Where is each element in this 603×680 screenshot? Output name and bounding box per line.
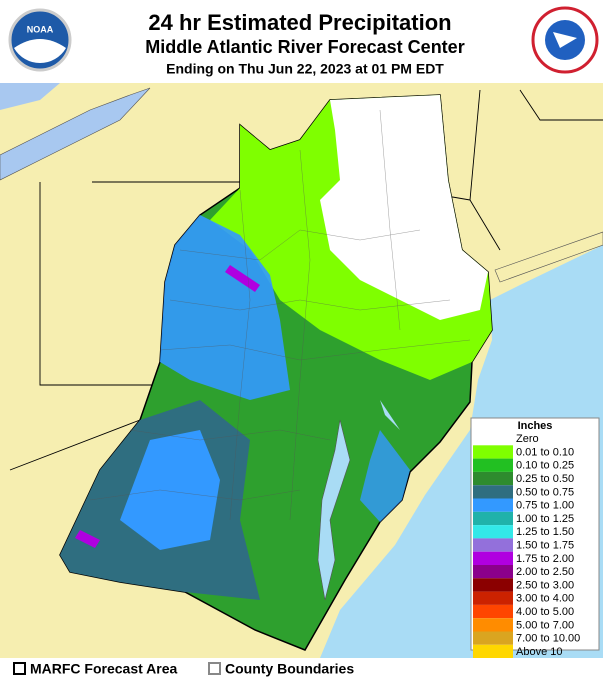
legend-swatch (473, 498, 513, 512)
legend-swatch (473, 618, 513, 632)
date-line: Ending on Thu Jun 22, 2023 at 01 PM EDT (166, 61, 444, 77)
legend-swatch (473, 604, 513, 619)
footer-item: MARFC Forecast Area (30, 661, 178, 677)
legend-label: 3.00 to 4.00 (516, 593, 574, 605)
noaa-logo-wave (14, 39, 66, 64)
blue-area (160, 215, 290, 400)
legend-swatch (473, 565, 513, 579)
chesapeake-bay (317, 419, 351, 601)
legend-label: Above 10 (516, 646, 562, 658)
legend-swatch (473, 525, 513, 539)
legend-swatch (473, 551, 513, 565)
legend-label: 2.00 to 2.50 (516, 566, 574, 578)
county-key (208, 662, 221, 675)
legend-swatch (473, 471, 513, 486)
legend-swatch (473, 445, 513, 459)
legend-label: 1.75 to 2.00 (516, 553, 574, 565)
legend-swatch (473, 578, 513, 592)
legend-label: 0.10 to 0.25 (516, 460, 574, 472)
legend-label: 0.75 to 1.00 (516, 500, 574, 512)
legend-label: Zero (516, 433, 539, 445)
delmarva-blue (360, 430, 410, 522)
legend-label: 1.25 to 1.50 (516, 526, 574, 538)
legend-label: 0.50 to 0.75 (516, 486, 574, 498)
legend-swatch (473, 485, 513, 499)
legend-label: 7.00 to 10.00 (516, 633, 580, 645)
legend-swatch (473, 511, 513, 526)
long-island (494, 231, 603, 283)
legend-label: 1.50 to 1.75 (516, 539, 574, 551)
legend-label: 5.00 to 7.00 (516, 619, 574, 631)
county-lines (89, 109, 471, 521)
legend-label: 2.50 to 3.00 (516, 579, 574, 591)
nws-logo-bolt (553, 32, 577, 48)
purple-spot-south (75, 530, 100, 548)
noaa-label: NOAA (27, 24, 54, 34)
blue-area-south (120, 430, 220, 550)
lake-erie (0, 87, 151, 181)
legend-swatch (473, 538, 513, 552)
legend-title: Inches (518, 420, 553, 432)
legend-swatch (473, 591, 513, 605)
footer (0, 658, 603, 680)
legend-swatch (473, 631, 513, 645)
legend-swatch (473, 432, 513, 446)
legend-label: 4.00 to 5.00 (516, 606, 574, 618)
subtitle: Middle Atlantic River Forecast Center (145, 37, 464, 57)
legend-swatch (473, 644, 513, 659)
title: 24 hr Estimated Precipitation (148, 10, 451, 35)
legend-swatch (473, 458, 513, 472)
lake (0, 83, 60, 110)
legend-label: 0.01 to 0.10 (516, 446, 574, 458)
purple-spot (225, 265, 260, 292)
marfc-key (13, 662, 26, 675)
footer-item: County Boundaries (225, 661, 354, 677)
legend-label: 1.00 to 1.25 (516, 513, 574, 525)
zero-area (320, 95, 488, 320)
legend-label: 0.25 to 0.50 (516, 473, 574, 485)
